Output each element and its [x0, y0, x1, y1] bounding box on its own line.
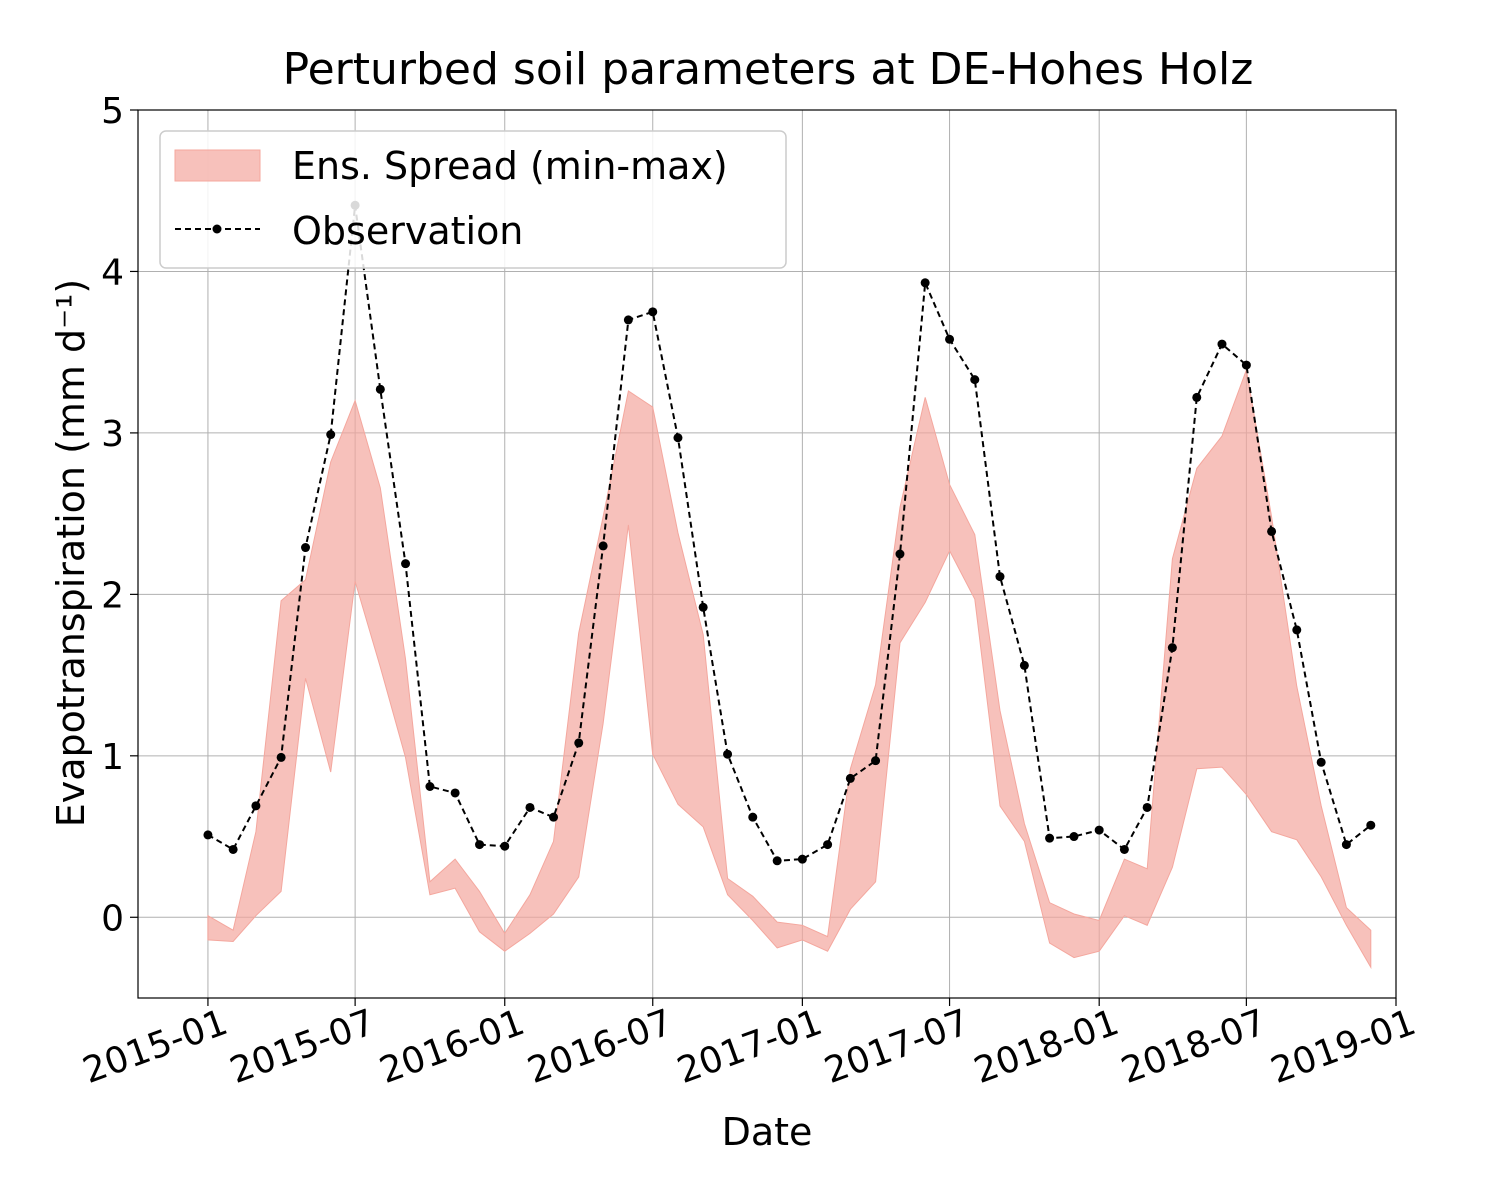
observation-point — [797, 854, 807, 864]
observation-point — [425, 781, 435, 791]
observation-point — [648, 307, 658, 317]
observation-point — [723, 749, 733, 759]
observation-point — [970, 375, 980, 385]
observation-point — [1019, 660, 1029, 670]
observation-point — [920, 278, 930, 288]
observation-point — [823, 840, 833, 850]
observation-point — [1241, 360, 1251, 370]
observation-point — [276, 752, 286, 762]
observation-point — [203, 830, 213, 840]
y-tick-label: 3 — [101, 414, 124, 455]
observation-point — [698, 602, 708, 612]
observation-point — [1069, 832, 1079, 842]
x-axis-label: Date — [722, 1110, 813, 1154]
observation-point — [251, 801, 261, 811]
plot-area — [203, 200, 1376, 970]
observation-point — [673, 433, 683, 443]
observation-point — [401, 559, 411, 569]
legend-swatch-observation-marker — [212, 224, 222, 234]
observation-point — [1217, 339, 1227, 349]
y-tick-label: 5 — [101, 91, 124, 132]
observation-point — [623, 315, 633, 325]
observation-point — [475, 840, 485, 850]
observation-point — [375, 384, 385, 394]
legend-swatch-spread — [174, 149, 261, 182]
y-axis-label: Evapotranspiration (mm d⁻¹) — [49, 279, 93, 827]
observation-point — [1341, 840, 1351, 850]
y-tick-label: 4 — [101, 252, 124, 293]
observation-point — [1267, 526, 1277, 536]
observation-point — [895, 549, 905, 559]
observation-point — [945, 334, 955, 344]
y-tick-label: 2 — [101, 575, 124, 616]
observation-point — [1167, 643, 1177, 653]
y-tick-label: 0 — [101, 898, 124, 939]
legend-box — [159, 130, 787, 269]
observation-point — [1045, 833, 1055, 843]
observation-point — [1366, 820, 1376, 830]
ensemble-spread-band — [207, 367, 1372, 970]
observation-point — [574, 738, 584, 748]
observation-point — [500, 841, 510, 851]
observation-line — [207, 205, 1372, 862]
observation-point — [326, 430, 336, 440]
y-tick-label: 1 — [101, 737, 124, 778]
legend: Ens. Spread (min-max) Observation — [159, 130, 787, 269]
observation-point — [1094, 825, 1104, 835]
observation-point — [772, 856, 782, 866]
legend-label-spread: Ens. Spread (min-max) — [292, 144, 728, 188]
observation-point — [228, 844, 238, 854]
observation-point — [748, 812, 758, 822]
observation-point — [549, 812, 559, 822]
observation-point — [1292, 625, 1302, 635]
observation-point — [1316, 757, 1326, 767]
observation-point — [301, 543, 311, 553]
observation-point — [995, 572, 1005, 582]
observation-point — [525, 802, 535, 812]
observation-point — [598, 541, 608, 551]
observation-point — [1192, 392, 1202, 402]
observation-point — [450, 788, 460, 798]
observation-point — [871, 756, 881, 766]
plot-frame — [137, 109, 1397, 999]
observation-point — [1119, 844, 1129, 854]
legend-label-observation: Observation — [292, 209, 523, 253]
observation-point — [845, 773, 855, 783]
observation-point — [1142, 802, 1152, 812]
chart-title: Perturbed soil parameters at DE-Hohes Ho… — [283, 44, 1254, 95]
